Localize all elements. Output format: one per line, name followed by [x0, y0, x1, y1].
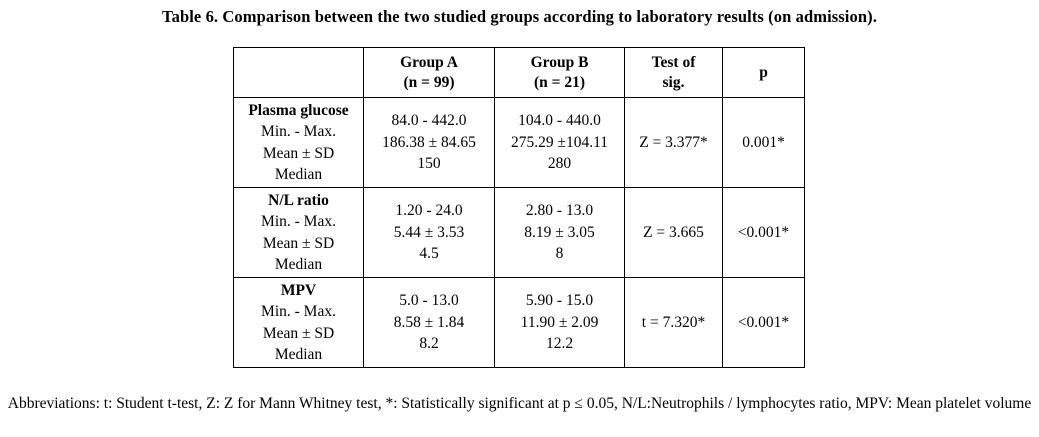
group-b-min-max: 104.0 - 440.0	[518, 112, 601, 130]
group-b-median: 280	[547, 155, 572, 173]
footnote: Abbreviations: t: Student t-test, Z: Z f…	[7, 395, 1032, 412]
row-labels: Plasma glucose Min. - Max. Mean ± SD Med…	[233, 97, 364, 188]
group-a-values: 5.0 - 13.0 8.58 ± 1.84 8.2	[363, 277, 495, 368]
group-a-min-max: 5.0 - 13.0	[399, 292, 459, 310]
table-header-row: Group A (n = 99) Group B (n = 21) Test o…	[233, 47, 805, 98]
group-a-mean-sd: 186.38 ± 84.65	[382, 133, 476, 151]
group-a-median: 8.2	[419, 335, 439, 353]
header-group-b-name: Group B	[530, 53, 589, 71]
group-b-mean-sd: 8.19 ± 3.05	[524, 223, 595, 241]
label-median: Median	[274, 256, 323, 273]
group-a-mean-sd: 8.58 ± 1.84	[393, 313, 465, 331]
header-test: Test of sig.	[624, 47, 723, 98]
header-group-a: Group A (n = 99)	[363, 47, 495, 98]
comparison-table: Group A (n = 99) Group B (n = 21) Test o…	[233, 47, 805, 368]
header-group-a-n: (n = 99)	[403, 73, 455, 91]
label-min-max: Min. - Max.	[261, 303, 336, 320]
table-row: MPV Min. - Max. Mean ± SD Median 5.0 - 1…	[233, 277, 805, 368]
label-mean-sd: Mean ± SD	[262, 234, 335, 252]
header-empty	[233, 47, 364, 98]
label-mean-sd: Mean ± SD	[262, 144, 335, 162]
group-a-mean-sd: 5.44 ± 3.53	[393, 223, 465, 241]
header-group-b-n: (n = 21)	[533, 73, 586, 91]
header-group-a-name: Group A	[400, 53, 458, 71]
table-row: N/L ratio Min. - Max. Mean ± SD Median 1…	[233, 187, 805, 278]
group-name: N/L ratio	[268, 191, 329, 209]
table-title: Table 6. Comparison between the two stud…	[162, 7, 877, 26]
test-value: Z = 3.665	[624, 187, 723, 278]
p-value: 0.001*	[722, 97, 805, 188]
p-value: <0.001*	[722, 277, 805, 368]
group-name: Plasma glucose	[248, 101, 349, 119]
group-b-mean-sd: 275.29 ±104.11	[510, 133, 609, 151]
row-labels: N/L ratio Min. - Max. Mean ± SD Median	[233, 187, 364, 278]
group-a-values: 84.0 - 442.0 186.38 ± 84.65 150	[363, 97, 495, 188]
group-a-median: 150	[417, 155, 441, 173]
header-test-line1: Test of	[651, 53, 696, 71]
label-median: Median	[274, 166, 323, 183]
group-a-values: 1.20 - 24.0 5.44 ± 3.53 4.5	[363, 187, 495, 278]
group-a-min-max: 84.0 - 442.0	[391, 112, 467, 130]
label-median: Median	[274, 346, 323, 363]
group-a-min-max: 1.20 - 24.0	[395, 202, 463, 220]
group-b-values: 104.0 - 440.0 275.29 ±104.11 280	[494, 97, 625, 188]
group-b-median: 12.2	[545, 335, 574, 353]
label-min-max: Min. - Max.	[261, 213, 336, 230]
test-value: Z = 3.377*	[624, 97, 723, 188]
group-b-median: 8	[555, 245, 564, 263]
table-row: Plasma glucose Min. - Max. Mean ± SD Med…	[233, 97, 805, 188]
group-name: MPV	[280, 281, 317, 299]
group-b-values: 5.90 - 15.0 11.90 ± 2.09 12.2	[494, 277, 625, 368]
group-b-min-max: 2.80 - 13.0	[525, 202, 594, 220]
header-p: p	[722, 47, 805, 98]
header-test-line2: sig.	[662, 73, 685, 91]
row-labels: MPV Min. - Max. Mean ± SD Median	[233, 277, 364, 368]
label-min-max: Min. - Max.	[261, 123, 336, 140]
p-value: <0.001*	[722, 187, 805, 278]
group-b-values: 2.80 - 13.0 8.19 ± 3.05 8	[494, 187, 625, 278]
label-mean-sd: Mean ± SD	[262, 324, 335, 342]
test-value: t = 7.320*	[624, 277, 723, 368]
group-b-mean-sd: 11.90 ± 2.09	[520, 313, 599, 331]
group-a-median: 4.5	[419, 245, 439, 263]
group-b-min-max: 5.90 - 15.0	[525, 292, 594, 310]
header-group-b: Group B (n = 21)	[494, 47, 625, 98]
